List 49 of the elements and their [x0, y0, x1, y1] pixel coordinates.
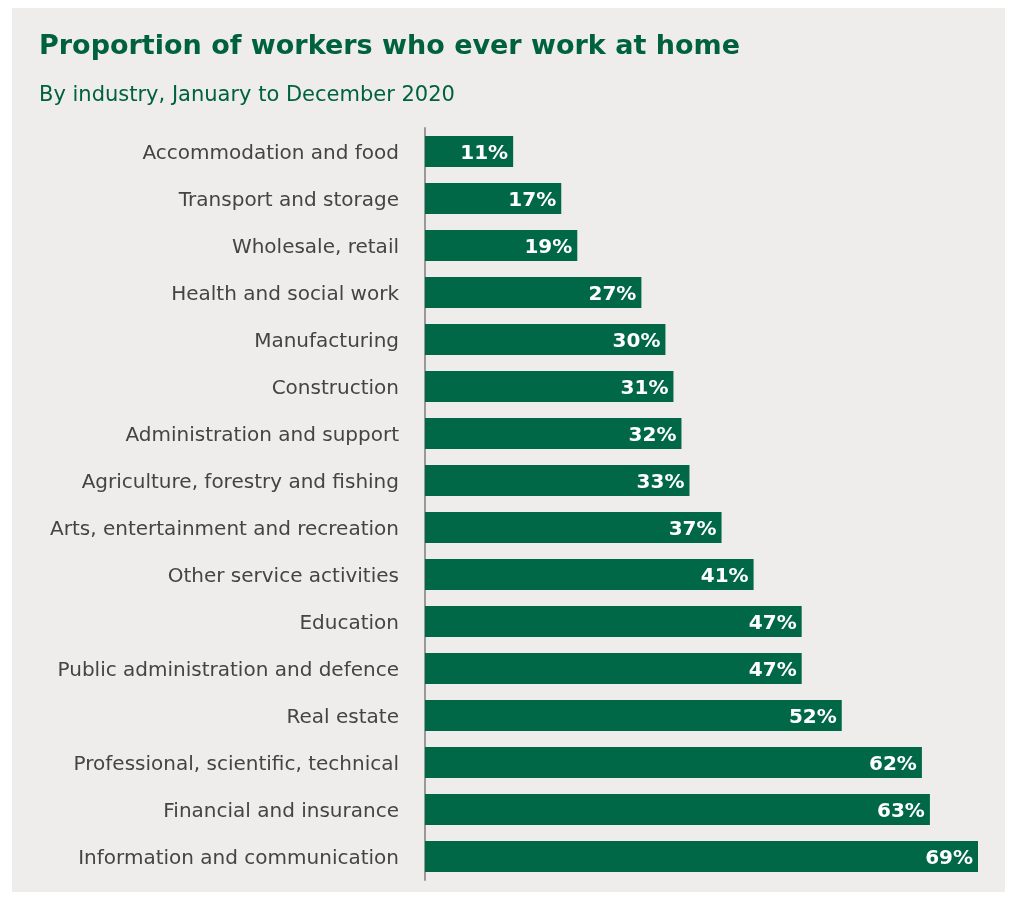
data-label: 19% [524, 233, 573, 258]
data-label: 41% [700, 562, 749, 587]
data-label: 47% [748, 609, 797, 634]
bar [425, 559, 754, 590]
bar [425, 512, 722, 543]
bar [425, 700, 842, 731]
data-label: 52% [788, 703, 837, 728]
bar [425, 794, 930, 825]
y-tick-label: Wholesale, retail [231, 233, 399, 258]
data-label: 63% [877, 797, 925, 822]
y-tick-label: Information and communication [78, 844, 399, 869]
y-tick-label: Professional, scientific, technical [73, 750, 399, 775]
data-label: 11% [460, 139, 509, 164]
y-tick-label: Health and social work [171, 280, 400, 305]
data-label: 47% [748, 656, 797, 681]
y-tick-label: Accommodation and food [142, 139, 399, 164]
y-tick-label: Administration and support [125, 421, 400, 446]
y-tick-label: Arts, entertainment and recreation [50, 515, 399, 540]
bar [425, 277, 642, 308]
data-label: 27% [588, 280, 637, 305]
data-label: 17% [508, 186, 557, 211]
y-tick-label: Construction [271, 374, 399, 399]
y-tick-label: Other service activities [167, 562, 399, 587]
y-tick-label: Transport and storage [177, 186, 399, 211]
bar [425, 653, 802, 684]
y-tick-label: Real estate [286, 703, 399, 728]
y-tick-label: Public administration and defence [57, 656, 399, 681]
bar [425, 465, 690, 496]
data-label: 62% [869, 750, 917, 775]
y-tick-label: Manufacturing [254, 327, 399, 352]
bar [425, 606, 802, 637]
data-label: 31% [620, 374, 669, 399]
data-label: 69% [925, 844, 973, 869]
bar [425, 371, 674, 402]
y-tick-label: Agriculture, forestry and fishing [81, 468, 399, 493]
data-label: 37% [668, 515, 717, 540]
y-tick-label: Financial and insurance [163, 797, 399, 822]
chart-title: Proportion of workers who ever work at home [39, 29, 740, 60]
bar [425, 747, 922, 778]
bar [425, 418, 682, 449]
bar [425, 183, 562, 214]
data-label: 32% [628, 421, 677, 446]
data-label: 30% [612, 327, 661, 352]
bar [425, 324, 666, 355]
bar [425, 841, 978, 872]
text: By industry, January to December 2020 [39, 81, 455, 106]
bar [425, 230, 578, 261]
data-label: 33% [636, 468, 685, 493]
y-tick-label: Education [299, 609, 399, 634]
